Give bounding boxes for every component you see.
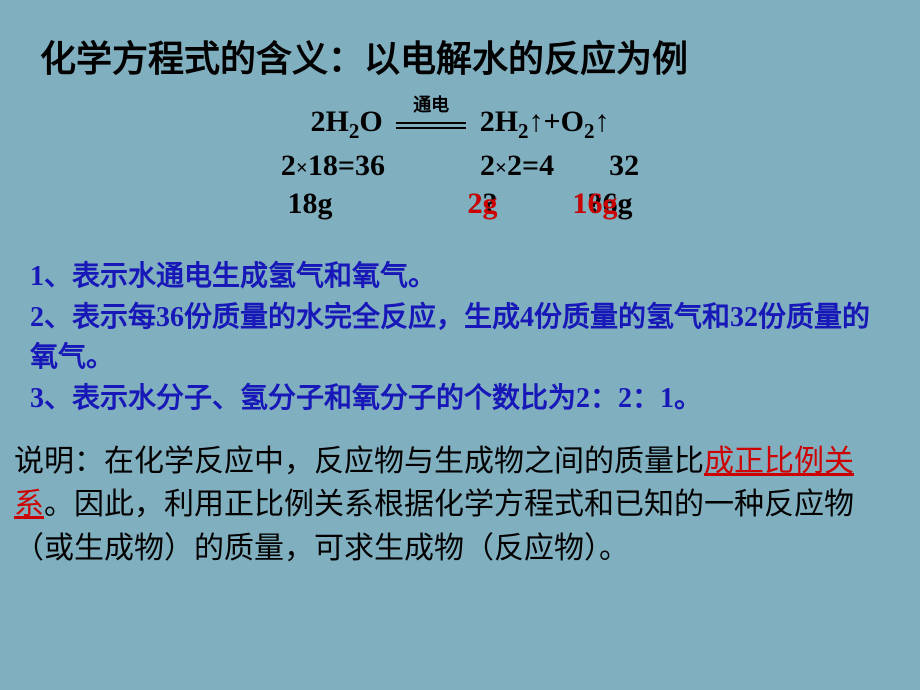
eq-plus: + xyxy=(544,105,561,138)
sample-right: 1?6g 16g xyxy=(573,187,633,221)
sample-mid: 2? 2g xyxy=(468,187,498,221)
reaction-condition: 通电 xyxy=(390,112,472,135)
eq-lhs-tail: O xyxy=(359,105,382,138)
point-3: 3、表示水分子、氢分子和氧分子的个数比为2：2：1。 xyxy=(30,379,890,420)
mass-left-a: 2 xyxy=(281,149,296,182)
equation-block: 2H2O 通电 2H2↑+O2↑ 2×18=36 2×2=4 32 18g 2?… xyxy=(0,102,920,221)
mass-mid-mul: × xyxy=(495,156,507,180)
mass-right: 32 xyxy=(609,149,639,182)
mass-mid-b: 2=4 xyxy=(507,149,554,182)
eq-rhs2: O xyxy=(561,105,584,138)
mass-left-b: 18=36 xyxy=(308,149,385,182)
explanation: 说明：在化学反应中，反应物与生成物之间的质量比成正比例关系。因此，利用正比例关系… xyxy=(0,440,920,571)
chemical-equation: 2H2O 通电 2H2↑+O2↑ xyxy=(0,102,920,145)
sample-mass-row: 18g 2? 2g 1?6g 16g xyxy=(0,187,920,221)
meaning-points: 1、表示水通电生成氢气和氧气。 2、表示每36份质量的水完全反应，生成4份质量的… xyxy=(0,257,920,419)
eq-rhs2-sub: 2 xyxy=(584,119,595,143)
equals-line xyxy=(396,122,466,129)
eq-lhs: 2H xyxy=(311,105,349,138)
explain-post: 。因此，利用正比例关系根据化学方程式和已知的一种反应物（或生成物）的质量，可求生… xyxy=(14,488,854,565)
eq-rhs1: 2H xyxy=(480,105,518,138)
sample-left: 18g xyxy=(288,187,333,220)
slide-title: 化学方程式的含义：以电解水的反应为例 xyxy=(0,0,920,92)
point-1: 1、表示水通电生成氢气和氧气。 xyxy=(30,257,890,298)
condition-label: 通电 xyxy=(413,94,449,117)
eq-rhs1-sub: 2 xyxy=(518,119,529,143)
mass-calc-row: 2×18=36 2×2=4 32 xyxy=(0,149,920,183)
sample-mid-front: 2g xyxy=(468,187,498,221)
mass-mid-a: 2 xyxy=(480,149,495,182)
eq-rhs2-arrow: ↑ xyxy=(594,105,609,138)
sample-right-front: 16g xyxy=(573,187,618,221)
explain-pre: 说明：在化学反应中，反应物与生成物之间的质量比 xyxy=(14,445,704,478)
eq-rhs1-arrow: ↑ xyxy=(529,105,544,138)
mass-left-mul: × xyxy=(296,156,308,180)
eq-lhs-sub: 2 xyxy=(349,119,360,143)
point-2: 2、表示每36份质量的水完全反应，生成4份质量的氢气和32份质量的氧气。 xyxy=(30,298,890,379)
